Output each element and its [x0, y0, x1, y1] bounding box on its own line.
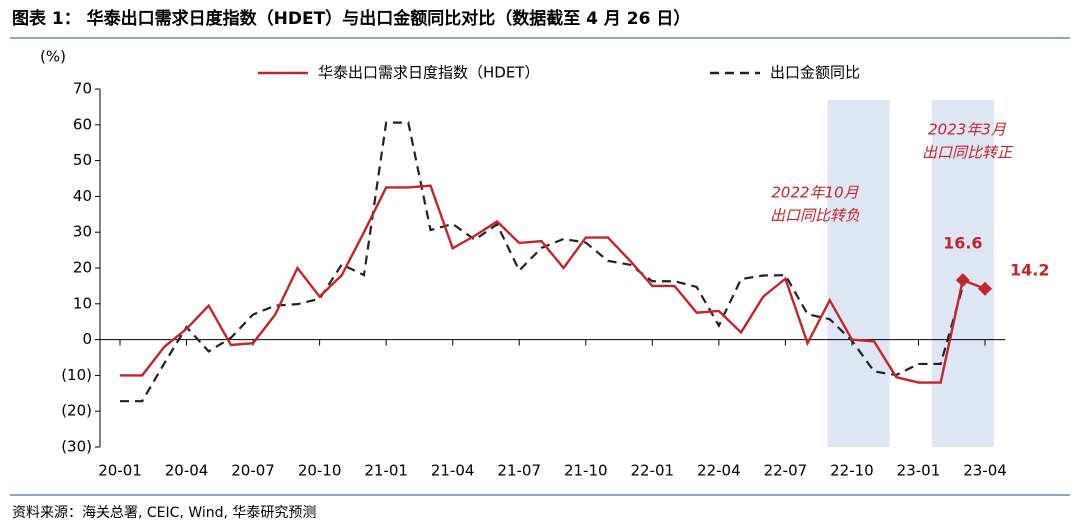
x-tick-label: 20-07 — [231, 462, 275, 480]
y-tick-label: 0 — [82, 330, 92, 348]
annotation: 出口同比转正 — [922, 144, 1014, 162]
series-line — [120, 184, 986, 384]
value-label: 14.2 — [1010, 260, 1049, 279]
x-tick-label: 20-04 — [165, 462, 209, 480]
annotation: 出口同比转负 — [770, 207, 860, 225]
annotation: 2023年3月 — [928, 121, 1007, 139]
legend-label: 华泰出口需求日度指数（HDET） — [318, 64, 539, 82]
chart-title: 图表 1： 华泰出口需求日度指数（HDET）与出口金额同比对比（数据截至 4 月… — [12, 8, 690, 29]
x-tick-label: 22-01 — [631, 462, 675, 480]
y-tick-label: 30 — [73, 223, 92, 241]
y-tick-label: (20) — [61, 402, 92, 420]
x-tick-label: 23-01 — [897, 462, 941, 480]
x-tick-label: 23-04 — [963, 462, 1007, 480]
value-label: 16.6 — [943, 234, 982, 253]
legend-label: 出口金额同比 — [770, 64, 860, 82]
x-tick-label: 21-04 — [431, 462, 475, 480]
x-tick-label: 22-07 — [764, 462, 808, 480]
y-tick-label: 40 — [73, 187, 92, 205]
x-tick-label: 22-04 — [697, 462, 741, 480]
annotation: 2022年10月 — [771, 184, 859, 202]
y-axis-label: (%) — [40, 48, 66, 66]
y-tick-label: (10) — [61, 366, 92, 384]
y-tick-label: 10 — [73, 294, 92, 312]
source: 资料来源：海关总署, CEIC, Wind, 华泰研究预测 — [12, 505, 316, 521]
y-tick-label: 70 — [73, 80, 92, 98]
y-tick-label: 50 — [73, 151, 92, 169]
x-tick-label: 22-10 — [830, 462, 874, 480]
y-tick-label: 60 — [73, 115, 92, 133]
highlight-band — [827, 100, 890, 447]
point-marker — [978, 281, 992, 296]
x-tick-label: 21-07 — [497, 462, 541, 480]
x-tick-label: 20-10 — [298, 462, 342, 480]
x-tick-label: 21-10 — [564, 462, 608, 480]
y-tick-label: 20 — [73, 259, 92, 277]
series-line — [120, 121, 964, 403]
x-tick-label: 20-01 — [98, 462, 142, 480]
point-marker — [955, 273, 970, 288]
x-tick-label: 21-01 — [364, 462, 408, 480]
y-tick-label: (30) — [61, 438, 92, 456]
